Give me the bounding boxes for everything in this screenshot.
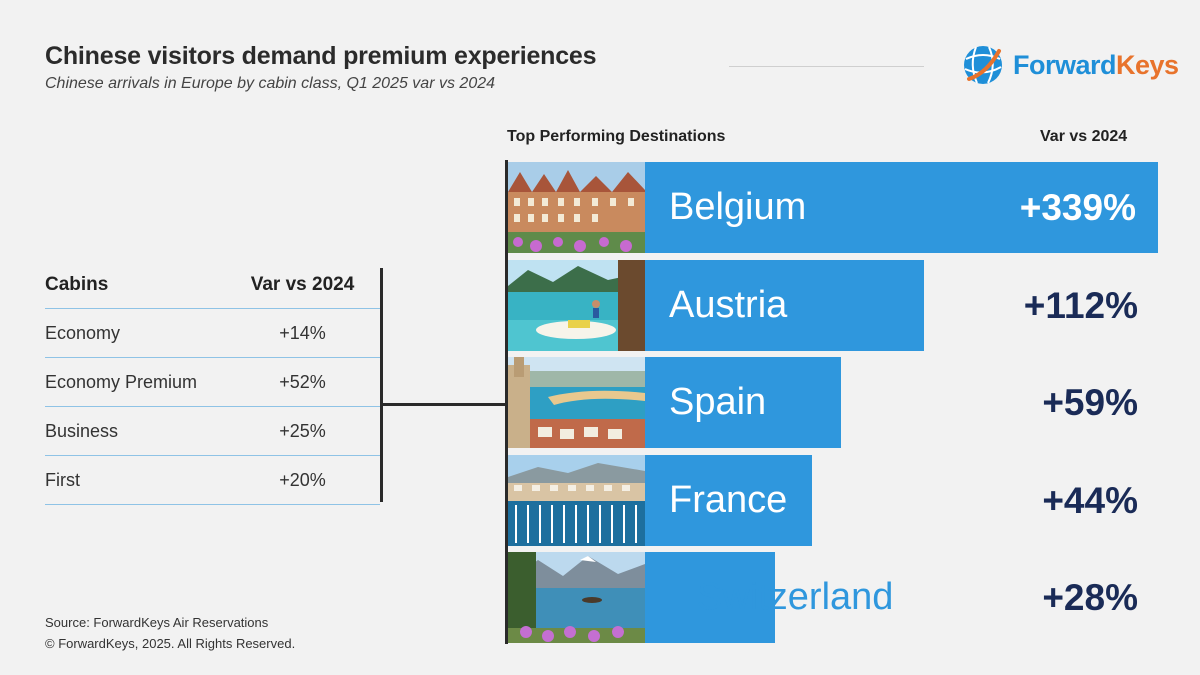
destination-value: +112% [1023, 284, 1138, 326]
destination-name: Spain [669, 381, 767, 423]
destination-value: +339% [1019, 187, 1136, 228]
france-photo [508, 454, 645, 546]
source-line: Source: ForwardKeys Air Reservations [45, 615, 269, 630]
cabin-var: +20% [279, 469, 326, 490]
bar-spain [645, 357, 841, 448]
spain-photo [508, 357, 645, 448]
switzerland-photo [508, 552, 645, 643]
copyright-line: © ForwardKeys, 2025. All Rights Reserved… [45, 636, 296, 651]
austria-photo [508, 259, 645, 351]
destination-value: +28% [1042, 577, 1138, 618]
destination-row: Switzerland +28% [508, 552, 1158, 643]
destination-row: Austria +112% [508, 259, 1158, 351]
cabin-var: +25% [279, 420, 326, 441]
cabins-column-header: Cabins [45, 274, 109, 295]
logo-text-forward: Forward [1013, 49, 1117, 80]
cabin-name: Business [45, 420, 119, 441]
destinations-var-heading: Var vs 2024 [1040, 128, 1128, 145]
cabin-var: +14% [279, 322, 326, 343]
destination-value: +44% [1042, 479, 1138, 521]
bar-belgium [645, 162, 1158, 253]
bar-austria [645, 259, 924, 351]
cabin-var: +52% [279, 371, 326, 392]
table-row: First +20% [45, 456, 380, 505]
chart-title: Chinese visitors demand premium experien… [45, 42, 597, 70]
chart-subtitle: Chinese arrivals in Europe by cabin clas… [45, 75, 496, 92]
cabin-name: First [45, 469, 80, 490]
destination-name: France [669, 478, 788, 521]
cabins-table: Cabins Var vs 2024 Economy +14% Economy … [45, 262, 380, 505]
header-divider [729, 66, 924, 67]
destination-row: Belgium +339% [508, 162, 1158, 253]
table-row: Business +25% [45, 407, 380, 456]
destinations-axis-line [505, 160, 508, 644]
logo-text: ForwardKeys [1013, 50, 1179, 81]
destination-name: Belgium [669, 186, 807, 228]
table-row: Economy Premium +52% [45, 358, 380, 407]
destination-name: Switzerland [697, 576, 894, 618]
source-note: Source: ForwardKeys Air Reservations © F… [45, 612, 295, 654]
bar-france [645, 454, 812, 546]
cabins-table-header: Cabins Var vs 2024 [45, 262, 380, 309]
table-bracket-line [380, 268, 383, 502]
table-row: Economy +14% [45, 309, 380, 358]
cabin-name: Economy [45, 322, 121, 343]
logo-text-keys: Keys [1116, 49, 1179, 80]
var-column-header: Var vs 2024 [250, 274, 355, 295]
connector-line [383, 403, 505, 406]
destination-row: Spain +59% [508, 357, 1158, 448]
destination-value: +59% [1042, 382, 1138, 423]
forwardkeys-logo: ForwardKeys [961, 43, 1179, 87]
globe-icon [964, 46, 1002, 84]
destination-row: France +44% [508, 454, 1158, 546]
destination-name: Austria [669, 283, 788, 326]
bar-switzerland [645, 552, 775, 643]
destinations-heading: Top Performing Destinations [507, 128, 726, 145]
cabin-name: Economy Premium [45, 371, 198, 392]
belgium-photo [508, 162, 645, 253]
